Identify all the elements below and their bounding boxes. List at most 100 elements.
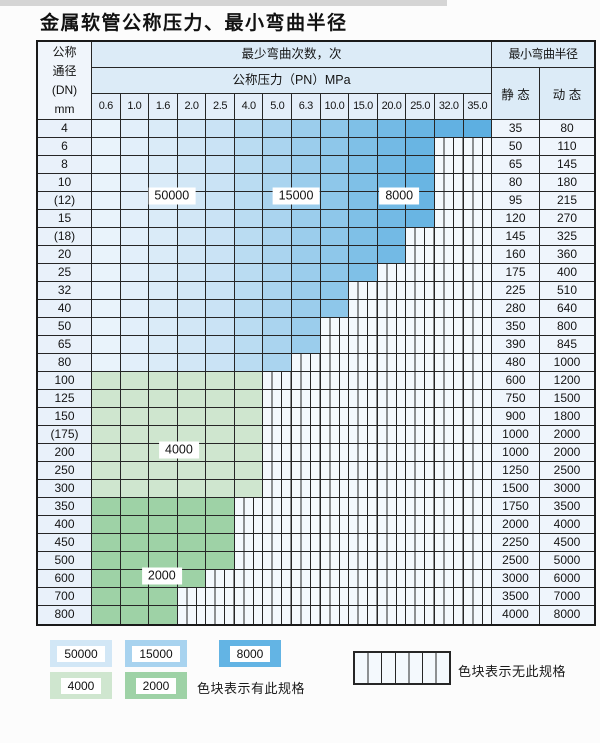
spec-cell <box>149 480 178 497</box>
no-spec-cell <box>463 570 492 587</box>
dynamic-radius-cell: 845 <box>540 336 594 353</box>
spec-cell <box>92 300 121 317</box>
pressure-cells <box>92 480 492 497</box>
no-spec-cell <box>234 606 264 624</box>
no-spec-cell <box>292 516 321 533</box>
no-spec-cell <box>263 390 293 407</box>
no-spec-cell <box>349 516 378 533</box>
no-spec-cell <box>377 354 407 371</box>
no-spec-cell <box>406 264 435 281</box>
pressure-cells <box>92 408 492 425</box>
spec-cell <box>177 534 207 551</box>
no-spec-cell <box>292 534 321 551</box>
spec-cell <box>92 606 121 624</box>
no-spec-cell <box>406 552 435 569</box>
no-spec-cell <box>263 516 293 533</box>
spec-cell <box>92 228 121 245</box>
no-spec-cell <box>377 516 407 533</box>
spec-cell <box>206 498 235 515</box>
no-spec-cell <box>292 570 321 587</box>
static-radius-cell: 50 <box>492 138 540 155</box>
spec-cell <box>292 138 321 155</box>
legend-swatch-50000: 50000 <box>50 640 112 667</box>
no-spec-cell <box>349 354 378 371</box>
table-row-dn-125: 125 750 1500 <box>38 390 594 408</box>
no-spec-cell <box>406 372 435 389</box>
no-spec-cell <box>320 318 350 335</box>
no-spec-cell <box>434 300 464 317</box>
no-spec-cell <box>349 408 378 425</box>
no-spec-cell <box>406 228 435 245</box>
no-spec-cell <box>263 372 293 389</box>
spec-cell <box>234 372 264 389</box>
spec-cell <box>177 462 207 479</box>
no-spec-cell <box>434 264 464 281</box>
spec-cell <box>234 318 264 335</box>
spec-cell <box>234 336 264 353</box>
spec-cell <box>206 408 235 425</box>
no-spec-cell <box>434 534 464 551</box>
dn-cell: 4 <box>38 120 92 137</box>
no-spec-cell <box>292 462 321 479</box>
no-spec-cell <box>292 588 321 605</box>
no-spec-cell <box>206 588 235 605</box>
dynamic-radius-cell: 110 <box>540 138 594 155</box>
spec-cell <box>120 462 150 479</box>
spec-cell <box>234 246 264 263</box>
pressure-cells <box>92 588 492 605</box>
dynamic-radius-cell: 145 <box>540 156 594 173</box>
spec-cell <box>263 138 293 155</box>
spec-cell <box>149 534 178 551</box>
static-radius-cell: 145 <box>492 228 540 245</box>
spec-cell <box>206 264 235 281</box>
no-spec-cell <box>292 354 321 371</box>
no-spec-cell <box>434 570 464 587</box>
spec-cell <box>349 120 378 137</box>
no-spec-cell <box>292 606 321 624</box>
legend-note-absent: 色块表示无此规格 <box>458 664 567 679</box>
spec-cell <box>177 516 207 533</box>
no-spec-cell <box>263 408 293 425</box>
spec-cell <box>177 336 207 353</box>
no-spec-cell <box>377 462 407 479</box>
spec-cell <box>292 156 321 173</box>
spec-cell <box>234 408 264 425</box>
legend-swatch-8000: 8000 <box>219 640 281 667</box>
dynamic-radius-cell: 2000 <box>540 444 594 461</box>
spec-cell <box>177 354 207 371</box>
spec-cell <box>234 354 264 371</box>
no-spec-cell <box>349 426 378 443</box>
no-spec-cell <box>406 498 435 515</box>
spec-cell <box>149 408 178 425</box>
static-radius-cell: 1500 <box>492 480 540 497</box>
spec-cell <box>92 246 121 263</box>
no-spec-cell <box>292 552 321 569</box>
spec-cell <box>92 372 121 389</box>
spec-cell <box>92 426 121 443</box>
spec-cell <box>177 426 207 443</box>
dynamic-radius-cell: 5000 <box>540 552 594 569</box>
no-spec-cell <box>463 516 492 533</box>
spec-cell <box>149 228 178 245</box>
table-row-dn-10: 10 80 180 <box>38 174 594 192</box>
dn-cell: (18) <box>38 228 92 245</box>
pressure-col-header: 35.0 <box>463 94 492 119</box>
no-spec-cell <box>263 570 293 587</box>
no-spec-cell <box>263 606 293 624</box>
no-spec-cell <box>463 138 492 155</box>
spec-cell <box>120 192 150 209</box>
pressure-cells <box>92 210 492 227</box>
static-radius-cell: 390 <box>492 336 540 353</box>
spec-cell <box>92 534 121 551</box>
dn-cell: 100 <box>38 372 92 389</box>
no-spec-cell <box>377 552 407 569</box>
spec-cell <box>92 264 121 281</box>
static-radius-cell: 95 <box>492 192 540 209</box>
static-radius-cell: 1000 <box>492 444 540 461</box>
spec-cell <box>206 210 235 227</box>
pressure-cells <box>92 390 492 407</box>
spec-cell <box>320 156 350 173</box>
table-row-dn-4: 4 35 80 <box>38 120 594 138</box>
spec-cell <box>120 156 150 173</box>
spec-cell <box>149 426 178 443</box>
